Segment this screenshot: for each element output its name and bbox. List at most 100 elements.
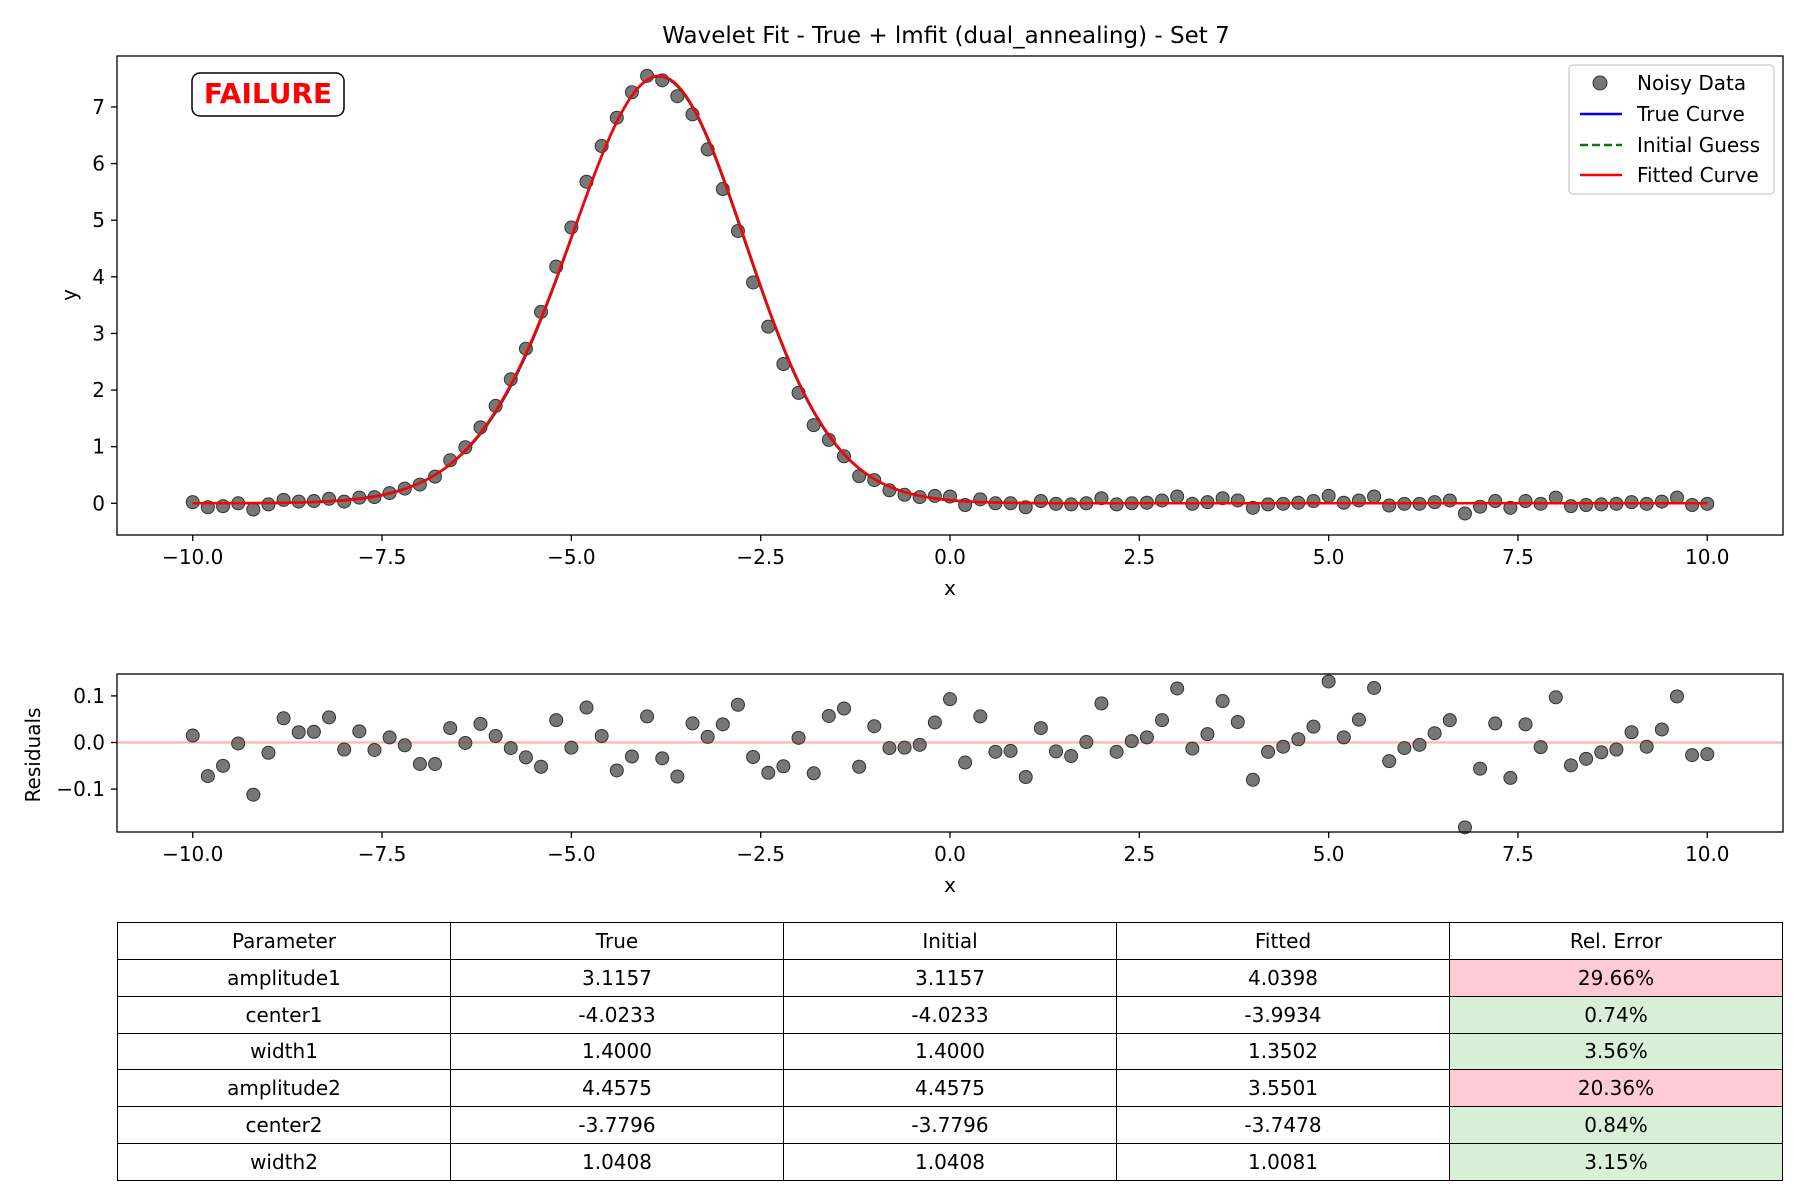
- residual-point: [655, 751, 670, 766]
- residual-point: [1669, 689, 1684, 704]
- table-cell: -4.0233: [450, 995, 784, 1034]
- residual-point: [443, 721, 458, 736]
- residual-point: [1685, 748, 1700, 763]
- residual-point: [1291, 732, 1306, 747]
- residual-point: [246, 787, 261, 802]
- main-x-tick-label: 2.5: [1123, 545, 1155, 569]
- data-point: [1654, 494, 1669, 509]
- table-cell: 3.5501: [1116, 1069, 1450, 1108]
- table-cell: 1.0081: [1116, 1143, 1450, 1181]
- residual-point: [473, 716, 488, 731]
- residual-point: [897, 740, 912, 755]
- data-point: [1579, 497, 1594, 512]
- residuals-x-axis-ticks: −10.0 −7.5 −5.0 −2.5 0.0 2.5 5.0 7.5 10.0: [162, 832, 1730, 866]
- residual-point: [1442, 713, 1457, 728]
- residual-point: [852, 759, 867, 774]
- data-point: [1306, 494, 1321, 509]
- residual-point: [216, 758, 231, 773]
- residual-point: [1139, 730, 1154, 745]
- table-header-cell: Rel. Error: [1449, 922, 1783, 960]
- residual-point: [1079, 735, 1094, 750]
- residual-point: [1109, 744, 1124, 759]
- residual-point: [700, 729, 715, 744]
- main-y-tick-label: 5: [92, 208, 105, 232]
- residual-point: [534, 759, 549, 774]
- residual-point: [1094, 696, 1109, 711]
- residual-point: [1155, 713, 1170, 728]
- legend: Noisy Data True Curve Initial Guess Fitt…: [1568, 64, 1775, 195]
- data-point: [1215, 491, 1230, 506]
- residual-point: [579, 700, 594, 715]
- legend-noisy-data-marker: [1592, 75, 1608, 91]
- residual-point: [806, 766, 821, 781]
- data-point: [261, 497, 276, 512]
- rel-error-cell: 20.36%: [1449, 1069, 1783, 1108]
- residual-point: [1503, 770, 1518, 785]
- data-point: [670, 89, 685, 104]
- residual-point: [685, 716, 700, 731]
- residual-point: [988, 744, 1003, 759]
- legend-fitted-curve-label: Fitted Curve: [1637, 163, 1759, 187]
- residual-point: [1488, 716, 1503, 731]
- residuals-x-tick-label: 10.0: [1685, 842, 1730, 866]
- table-cell: -4.0233: [783, 995, 1117, 1034]
- data-point: [1442, 493, 1457, 508]
- table-cell: center2: [117, 1106, 451, 1145]
- residuals-x-axis-label: x: [944, 873, 956, 897]
- residuals-y-tick-label: −0.1: [56, 777, 105, 801]
- residual-point: [1185, 741, 1200, 756]
- rel-error-cell: 0.84%: [1449, 1106, 1783, 1145]
- table-row: center1 -4.0233 -4.0233 -3.9934 0.74%: [117, 995, 1783, 1034]
- residuals-x-tick-label: −5.0: [547, 842, 596, 866]
- main-x-tick-label: −7.5: [358, 545, 407, 569]
- data-point: [1563, 499, 1578, 514]
- main-y-tick-label: 3: [92, 321, 105, 345]
- y-axis-label: y: [57, 289, 81, 301]
- residual-point: [1427, 726, 1442, 741]
- residuals-x-tick-label: −7.5: [358, 842, 407, 866]
- data-point: [624, 85, 639, 100]
- residual-point: [564, 740, 579, 755]
- data-point: [246, 502, 261, 517]
- residuals-y-axis-label: Residuals: [21, 708, 45, 803]
- residual-point: [1276, 739, 1291, 754]
- residual-point: [1367, 680, 1382, 695]
- x-axis-ticks: −10.0 −7.5 −5.0 −2.5 0.0 2.5 5.0 7.5 10.0: [162, 535, 1730, 569]
- residual-point: [276, 711, 291, 726]
- table-cell: 4.0398: [1116, 958, 1450, 997]
- residual-point: [1306, 719, 1321, 734]
- residual-point: [1700, 747, 1715, 762]
- residual-point: [412, 756, 427, 771]
- residual-point: [715, 717, 730, 732]
- table-cell: -3.9934: [1116, 995, 1450, 1034]
- residuals-y-tick-label: 0.1: [73, 684, 105, 708]
- residual-point: [867, 719, 882, 734]
- table-cell: 1.3502: [1116, 1032, 1450, 1071]
- rel-error-cell: 3.15%: [1449, 1143, 1783, 1181]
- main-y-tick-label: 2: [92, 378, 105, 402]
- data-point: [1155, 493, 1170, 508]
- data-point: [836, 449, 851, 464]
- residual-point: [1654, 722, 1669, 737]
- legend-noisy-data-label: Noisy Data: [1637, 71, 1746, 95]
- data-point: [458, 440, 473, 455]
- residual-point: [640, 709, 655, 724]
- residual-point: [1473, 761, 1488, 776]
- data-point: [1321, 488, 1336, 503]
- residual-point: [397, 738, 412, 753]
- x-axis-label: x: [944, 576, 956, 600]
- table-header-cell: Initial: [783, 922, 1117, 960]
- residual-point: [1200, 727, 1215, 742]
- main-y-tick-label: 0: [92, 491, 105, 515]
- residual-point: [1397, 741, 1412, 756]
- data-point: [1230, 493, 1245, 508]
- data-point: [322, 491, 337, 506]
- table-cell: amplitude2: [117, 1069, 451, 1108]
- data-point: [1685, 497, 1700, 512]
- main-plot-frame: [116, 55, 1784, 536]
- residual-point: [1609, 742, 1624, 757]
- curves-layer: [192, 75, 1708, 505]
- residual-point: [670, 769, 685, 784]
- residual-point: [261, 745, 276, 760]
- true-curve-line: [192, 75, 1708, 505]
